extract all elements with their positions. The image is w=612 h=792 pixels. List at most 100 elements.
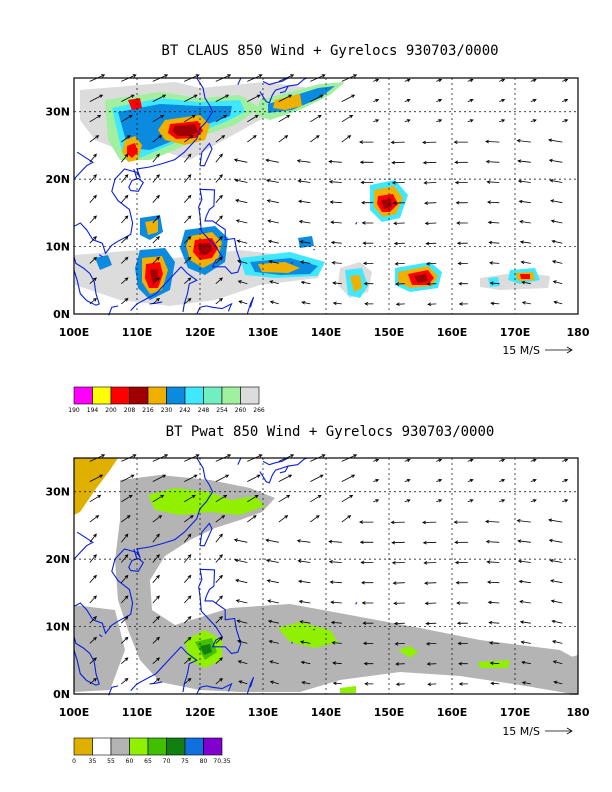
wind-arrow: [341, 94, 356, 102]
wind-arrow: [423, 561, 437, 565]
wind-arrow: [121, 615, 129, 624]
wind-arrow: [467, 499, 474, 503]
wind-arrow: [310, 94, 324, 102]
wind-arrow: [184, 215, 192, 224]
x-tick-label: 140E: [311, 706, 341, 719]
x-tick-label: 130E: [248, 706, 278, 719]
wind-arrow: [551, 260, 563, 264]
pwat-shading: [74, 458, 578, 695]
wind-arrow: [267, 239, 279, 244]
coastline: [199, 142, 213, 167]
x-tick-label: 130E: [248, 326, 278, 339]
coastline: [196, 302, 233, 315]
wind-arrow: [301, 681, 311, 685]
coastline: [290, 261, 294, 264]
coastline: [198, 568, 242, 655]
colorbar-label: 190: [68, 407, 80, 414]
coastline: [259, 457, 308, 484]
wind-arrow: [424, 221, 437, 226]
y-tick-label: 0N: [53, 308, 70, 321]
wind-arrow: [551, 619, 563, 624]
colorbar-swatch: [184, 737, 204, 756]
wind-arrow: [152, 554, 160, 563]
wind-arrow: [404, 98, 411, 103]
coastline: [259, 77, 308, 104]
wind-arrow: [233, 538, 248, 543]
wind-arrow: [328, 159, 342, 164]
wind-arrow: [453, 520, 468, 524]
wind-arrow: [236, 239, 248, 244]
wind-arrow: [393, 601, 405, 606]
wind-arrow: [548, 138, 563, 143]
wind-arrow: [467, 119, 474, 123]
wind-arrow: [310, 494, 322, 503]
colorbar-swatch: [203, 386, 223, 405]
wind-arrow: [550, 199, 563, 204]
wind-arrow: [530, 478, 537, 483]
wind-arrow: [152, 94, 167, 102]
claus-axis-labels: 100E 110E 120E 130E 140E 150E 160E 170E 180 0N 10N…: [45, 106, 589, 339]
wind-arrow: [184, 114, 196, 123]
wind-arrow: [89, 215, 97, 224]
x-tick-label: 180: [567, 706, 590, 719]
wind-arrow: [298, 599, 311, 604]
wind-arrow: [404, 499, 411, 503]
wind-arrow: [89, 677, 97, 685]
wind-arrow: [488, 641, 500, 645]
wind-arrow: [233, 158, 248, 163]
wind-arrow: [422, 540, 437, 545]
wind-arrow: [310, 474, 324, 482]
wind-arrow: [521, 301, 531, 305]
y-tick-label: 20N: [45, 173, 70, 186]
wind-arrow: [391, 561, 405, 565]
wind-arrow: [427, 682, 437, 686]
wind-arrow: [89, 574, 97, 583]
wind-arrow: [456, 601, 468, 605]
wind-arrow: [551, 239, 563, 244]
wind-arrow: [121, 636, 129, 644]
wind-arrow: [562, 458, 569, 463]
wind-arrow: [183, 174, 192, 183]
coastline: [130, 266, 182, 311]
wind-arrow: [184, 194, 192, 203]
wind-arrow: [361, 221, 374, 225]
wind-arrow: [89, 94, 104, 102]
wind-arrow: [184, 677, 192, 685]
claus-coastlines: [73, 77, 358, 316]
wind-arrow: [299, 240, 311, 244]
wind-arrow: [215, 297, 223, 305]
wind-arrow: [328, 539, 342, 544]
wind-arrow: [89, 277, 97, 284]
wind-arrow: [247, 494, 259, 503]
pwat-ref-label: 15 M/S: [502, 725, 540, 738]
wind-arrow: [436, 119, 443, 123]
wind-arrow: [278, 494, 291, 503]
wind-arrow: [499, 119, 506, 123]
wind-arrow: [391, 540, 405, 545]
wind-arrow: [548, 158, 563, 163]
wind-arrow: [467, 98, 474, 103]
wind-arrow: [489, 661, 500, 666]
wind-arrow: [436, 458, 443, 463]
colorbar-swatch: [147, 737, 167, 756]
wind-arrow: [121, 194, 129, 203]
wind-arrow: [424, 601, 437, 606]
colorbar-swatch: [92, 386, 112, 405]
wind-arrow: [152, 657, 160, 664]
wind-arrow: [373, 478, 380, 483]
wind-arrow: [215, 615, 223, 624]
coastline: [246, 676, 255, 695]
wind-arrow: [436, 78, 443, 83]
wind-arrow: [152, 215, 160, 224]
wind-arrow: [247, 114, 259, 123]
x-tick-label: 150E: [374, 706, 404, 719]
wind-arrow: [425, 261, 437, 266]
y-tick-label: 0N: [53, 688, 70, 701]
wind-arrow: [184, 515, 194, 523]
wind-arrow: [152, 615, 160, 624]
wind-arrow: [393, 221, 405, 226]
wind-arrow: [89, 533, 97, 543]
wind-arrow: [152, 153, 160, 163]
wind-arrow: [373, 458, 380, 463]
colorbar-label: 60: [126, 758, 134, 765]
